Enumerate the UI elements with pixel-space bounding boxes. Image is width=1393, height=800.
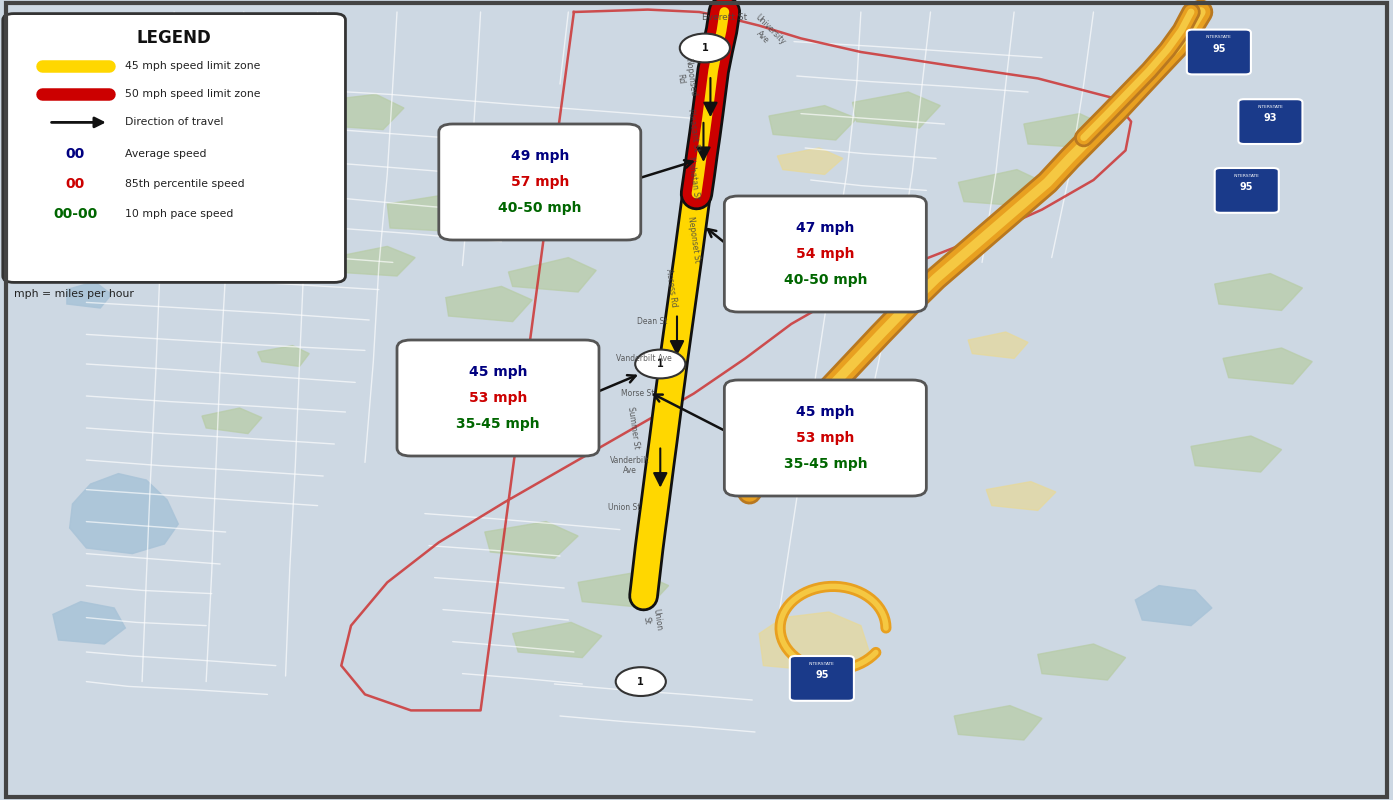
Polygon shape bbox=[53, 602, 125, 644]
Text: 95: 95 bbox=[815, 670, 829, 680]
Text: University
Ave: University Ave bbox=[745, 13, 787, 54]
Text: Everett St: Everett St bbox=[702, 13, 747, 22]
Polygon shape bbox=[293, 94, 404, 130]
Text: 1: 1 bbox=[702, 43, 708, 53]
Polygon shape bbox=[853, 92, 940, 128]
Polygon shape bbox=[84, 110, 174, 148]
FancyBboxPatch shape bbox=[1187, 30, 1251, 74]
FancyBboxPatch shape bbox=[3, 14, 345, 282]
Polygon shape bbox=[578, 572, 669, 608]
Text: 40-50 mph: 40-50 mph bbox=[784, 273, 866, 287]
Text: Dean St: Dean St bbox=[637, 317, 667, 326]
Text: Morse St: Morse St bbox=[621, 389, 655, 398]
Text: 45 mph: 45 mph bbox=[469, 365, 527, 379]
FancyBboxPatch shape bbox=[724, 196, 926, 312]
Polygon shape bbox=[1215, 274, 1302, 310]
Polygon shape bbox=[387, 194, 481, 232]
Text: Vanderbilt Ave: Vanderbilt Ave bbox=[616, 354, 671, 363]
FancyBboxPatch shape bbox=[1238, 99, 1302, 144]
Text: 57 mph: 57 mph bbox=[511, 175, 568, 189]
Text: Nahatan St: Nahatan St bbox=[687, 156, 701, 199]
Text: INTERSTATE: INTERSTATE bbox=[809, 662, 834, 666]
Text: Average speed: Average speed bbox=[125, 150, 208, 159]
Text: 10 mph pace speed: 10 mph pace speed bbox=[125, 209, 234, 218]
Text: 49 mph: 49 mph bbox=[511, 149, 568, 163]
Text: 1: 1 bbox=[657, 359, 663, 369]
Polygon shape bbox=[759, 612, 871, 672]
Polygon shape bbox=[258, 346, 309, 366]
FancyBboxPatch shape bbox=[724, 380, 926, 496]
Polygon shape bbox=[958, 170, 1048, 206]
Text: 95: 95 bbox=[1240, 182, 1254, 192]
Text: 40-50 mph: 40-50 mph bbox=[499, 201, 581, 215]
Text: 00-00: 00-00 bbox=[53, 206, 98, 221]
Text: 00: 00 bbox=[65, 177, 85, 191]
Polygon shape bbox=[1038, 644, 1126, 680]
Text: 47 mph: 47 mph bbox=[797, 221, 854, 235]
FancyBboxPatch shape bbox=[1215, 168, 1279, 213]
Text: 95: 95 bbox=[1212, 44, 1226, 54]
Polygon shape bbox=[70, 474, 178, 554]
Circle shape bbox=[616, 667, 666, 696]
Polygon shape bbox=[446, 286, 532, 322]
FancyBboxPatch shape bbox=[397, 340, 599, 456]
Text: 00: 00 bbox=[65, 147, 85, 162]
Text: Pleasant St: Pleasant St bbox=[687, 107, 701, 152]
Polygon shape bbox=[1024, 114, 1107, 148]
Polygon shape bbox=[1135, 586, 1212, 626]
Polygon shape bbox=[1191, 436, 1282, 472]
FancyBboxPatch shape bbox=[790, 656, 854, 701]
Polygon shape bbox=[77, 210, 146, 244]
Text: 53 mph: 53 mph bbox=[797, 431, 854, 445]
Polygon shape bbox=[986, 482, 1056, 510]
Text: 45 mph speed limit zone: 45 mph speed limit zone bbox=[125, 62, 260, 71]
Text: 1: 1 bbox=[638, 677, 644, 686]
Polygon shape bbox=[508, 258, 596, 292]
Polygon shape bbox=[954, 706, 1042, 740]
Circle shape bbox=[635, 350, 685, 378]
Text: 50 mph speed limit zone: 50 mph speed limit zone bbox=[125, 89, 260, 98]
Text: mph = miles per hour: mph = miles per hour bbox=[14, 289, 134, 298]
Text: Vanderbilt
Ave: Vanderbilt Ave bbox=[610, 456, 649, 475]
Circle shape bbox=[680, 34, 730, 62]
Text: Summer St: Summer St bbox=[627, 406, 641, 450]
Text: LEGEND: LEGEND bbox=[137, 29, 212, 46]
Polygon shape bbox=[202, 408, 262, 434]
Text: INTERSTATE: INTERSTATE bbox=[1258, 105, 1283, 109]
FancyBboxPatch shape bbox=[439, 124, 641, 240]
Text: 35-45 mph: 35-45 mph bbox=[783, 457, 868, 471]
Text: Neponset St: Neponset St bbox=[685, 216, 702, 264]
Text: Union St: Union St bbox=[607, 503, 641, 513]
Polygon shape bbox=[485, 522, 578, 558]
Text: Access Rd: Access Rd bbox=[664, 268, 678, 308]
Text: 93: 93 bbox=[1263, 114, 1277, 123]
Polygon shape bbox=[1223, 348, 1312, 384]
Polygon shape bbox=[777, 148, 843, 174]
Text: 45 mph: 45 mph bbox=[797, 405, 854, 419]
Text: 35-45 mph: 35-45 mph bbox=[456, 417, 540, 431]
Polygon shape bbox=[513, 622, 602, 658]
Polygon shape bbox=[769, 106, 857, 140]
Text: INTERSTATE: INTERSTATE bbox=[1234, 174, 1259, 178]
Text: INTERSTATE: INTERSTATE bbox=[1206, 35, 1231, 39]
Text: 53 mph: 53 mph bbox=[469, 391, 527, 405]
Polygon shape bbox=[67, 282, 111, 308]
Polygon shape bbox=[968, 332, 1028, 358]
Text: 54 mph: 54 mph bbox=[797, 247, 854, 261]
Text: 85th percentile speed: 85th percentile speed bbox=[125, 179, 245, 189]
Text: Noponsed
Rd: Noponsed Rd bbox=[673, 58, 698, 98]
Polygon shape bbox=[332, 246, 415, 276]
Text: Union
St: Union St bbox=[641, 608, 663, 632]
Text: Direction of travel: Direction of travel bbox=[125, 118, 224, 127]
